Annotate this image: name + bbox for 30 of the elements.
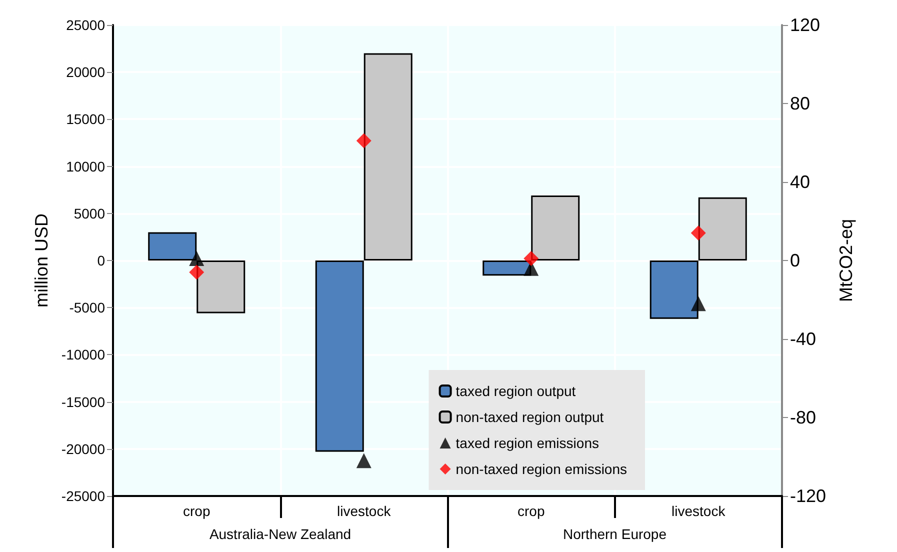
y-tick-label: 20000 bbox=[66, 64, 106, 80]
y-tick-label: -10000 bbox=[61, 346, 106, 363]
legend-label: non-taxed region output bbox=[456, 409, 604, 425]
x-tick-label: livestock bbox=[672, 503, 726, 519]
y-tick-label: -25000 bbox=[61, 488, 106, 504]
y-tick-label: -15000 bbox=[61, 394, 106, 410]
y2-tick-label: 0 bbox=[790, 250, 800, 270]
x-tick-label: livestock bbox=[337, 503, 392, 519]
y-axis-title: million USD bbox=[32, 213, 52, 308]
y-tick-label: 5000 bbox=[74, 205, 106, 222]
y2-tick-label: 120 bbox=[790, 15, 820, 35]
y2-tick-label: 80 bbox=[790, 94, 810, 114]
x-tick-label: crop bbox=[183, 503, 210, 519]
x-tick-label: crop bbox=[518, 503, 545, 519]
y2-tick-label: -40 bbox=[790, 329, 816, 349]
legend-label: taxed region emissions bbox=[456, 435, 599, 451]
legend-label: non-taxed region emissions bbox=[456, 461, 628, 477]
y2-axis-title: MtCO2-eq bbox=[836, 218, 856, 302]
y2-tick-label: 40 bbox=[790, 172, 810, 192]
y2-tick-label: -120 bbox=[790, 486, 826, 506]
text: Australia-New Zealand bbox=[209, 526, 352, 542]
text: Northern Europe bbox=[562, 526, 667, 542]
y-tick-label: -5000 bbox=[69, 300, 106, 316]
y-tick-label: -20000 bbox=[61, 440, 106, 457]
y-tick-label: 10000 bbox=[66, 158, 106, 174]
y-tick-label: 0 bbox=[97, 252, 106, 268]
y-tick-label: 25000 bbox=[66, 17, 106, 33]
y-tick-label: 15000 bbox=[66, 111, 106, 128]
y2-tick-label: -80 bbox=[790, 408, 816, 428]
legend-label: taxed region output bbox=[456, 383, 576, 399]
